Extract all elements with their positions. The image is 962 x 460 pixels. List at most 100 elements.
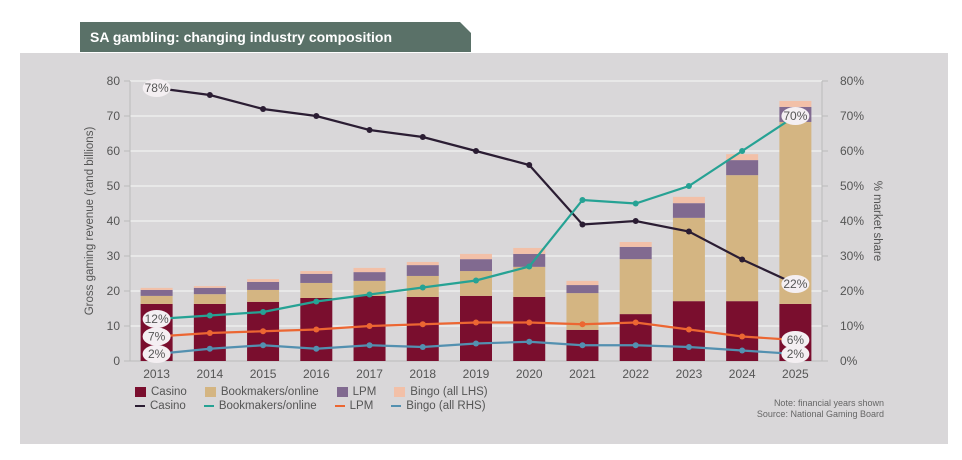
line-point (206, 92, 213, 98)
line-point (313, 298, 320, 305)
legend-swatch (204, 387, 216, 397)
bar-bookmakers-online (726, 175, 759, 302)
y-tick-label: 60 (107, 144, 121, 158)
bar-lpm (300, 273, 333, 283)
line-point (632, 218, 639, 224)
line-point (473, 340, 479, 347)
legend-line-key (334, 405, 345, 407)
bar-bingo-all-lhs (406, 261, 439, 266)
annotation-label: 6% (787, 333, 805, 347)
bar-bingo-all-lhs (300, 271, 333, 274)
bar-bingo-all-lhs (619, 242, 652, 247)
bar-bookmakers-online (779, 121, 812, 304)
line-point (206, 330, 213, 336)
x-tick-label: 2014 (196, 367, 223, 381)
bar-bingo-all-lhs (460, 253, 492, 260)
bar-bookmakers-online (513, 266, 546, 297)
note-text: Note: financial years shown (773, 398, 884, 408)
line-point (739, 347, 746, 354)
y-tick-label: 40 (107, 214, 121, 228)
line-point (260, 309, 267, 315)
line-point (260, 106, 267, 112)
line-point (685, 326, 692, 333)
y-tick-label: 50 (107, 179, 121, 193)
line-point (632, 200, 639, 207)
legend: Casino Bookmakers/online LPM Bingo (all … (135, 385, 506, 413)
bar-casino (460, 295, 492, 361)
line-point (419, 321, 426, 328)
y2-tick-label: 0% (840, 354, 858, 368)
legend-line-key (391, 405, 402, 407)
line-point (313, 345, 320, 352)
bar-lpm (726, 160, 759, 176)
y2-tick-label: 20% (840, 284, 864, 298)
bar-lpm (353, 272, 386, 281)
title-banner: SA gambling: changing industry compositi… (80, 22, 471, 52)
line-point (313, 326, 320, 333)
annotation-bubble (781, 107, 810, 125)
bar-bookmakers-online (193, 294, 226, 304)
x-tick-label: 2013 (143, 367, 170, 381)
line-point (206, 312, 213, 319)
y-tick-label: 0 (113, 354, 120, 368)
legend-item-line-bingo: Bingo (all RHS) (391, 400, 486, 412)
line-point (739, 333, 746, 340)
line-point (419, 344, 426, 350)
bar-bookmakers-online (353, 280, 386, 296)
annotation-label: 78% (145, 81, 169, 95)
bar-bingo-all-lhs (779, 100, 812, 107)
y-tick-label: 20 (107, 284, 121, 298)
y2-tick-label: 30% (840, 249, 864, 263)
bar-bookmakers-online (247, 289, 280, 302)
y-tick-label: 10 (107, 319, 121, 333)
x-tick-label: 2025 (782, 367, 809, 381)
bar-bookmakers-online (140, 295, 173, 304)
line-point (366, 323, 373, 329)
bar-bingo-all-lhs (140, 287, 173, 290)
line-point (260, 342, 267, 349)
line-point (526, 162, 533, 168)
bar-bingo-all-lhs (247, 279, 280, 282)
bar-bingo-all-lhs (513, 247, 546, 254)
annotation-label: 22% (783, 277, 807, 291)
y2-tick-label: 70% (840, 109, 864, 123)
line-point (419, 284, 426, 291)
annotation-bubble (142, 345, 171, 363)
line-point (526, 338, 533, 345)
line-point (313, 113, 320, 119)
chart-title: SA gambling: changing industry compositi… (90, 29, 393, 45)
line-point (739, 148, 746, 154)
y2-tick-label: 60% (840, 144, 864, 158)
annotation-bubble (781, 345, 810, 363)
annotation-label: 2% (148, 347, 166, 361)
x-tick-label: 2017 (356, 367, 383, 381)
line-point (632, 342, 639, 349)
line-point (366, 127, 373, 133)
bar-bingo-all-lhs (193, 286, 226, 288)
bar-lpm (247, 281, 280, 290)
annotation-bubble (142, 310, 171, 328)
y-axis-title: Gross gaming revenue (rand billions) (84, 127, 96, 316)
x-tick-label: 2016 (303, 367, 330, 381)
line-point (685, 183, 692, 189)
legend-bars-row: Casino Bookmakers/online LPM Bingo (all … (135, 385, 506, 399)
legend-swatch (336, 387, 348, 397)
legend-item-bar-bingo: Bingo (all LHS) (394, 386, 488, 398)
legend-item-bar-lpm: LPM (336, 386, 376, 398)
bar-casino (513, 296, 546, 361)
line-point (260, 328, 267, 335)
annotation-bubble (142, 79, 171, 97)
annotation-bubble (781, 331, 810, 349)
x-tick-label: 2019 (463, 367, 490, 381)
y2-tick-label: 10% (840, 319, 864, 333)
bar-lpm (193, 287, 226, 295)
bar-lpm (672, 203, 705, 218)
legend-item-line-lpm: LPM (334, 400, 373, 412)
line-point (366, 342, 373, 349)
y-tick-label: 80 (107, 74, 121, 88)
legend-swatch (135, 387, 146, 397)
line-point (579, 342, 586, 349)
annotation-bubble (781, 275, 810, 293)
line-point (366, 291, 373, 298)
